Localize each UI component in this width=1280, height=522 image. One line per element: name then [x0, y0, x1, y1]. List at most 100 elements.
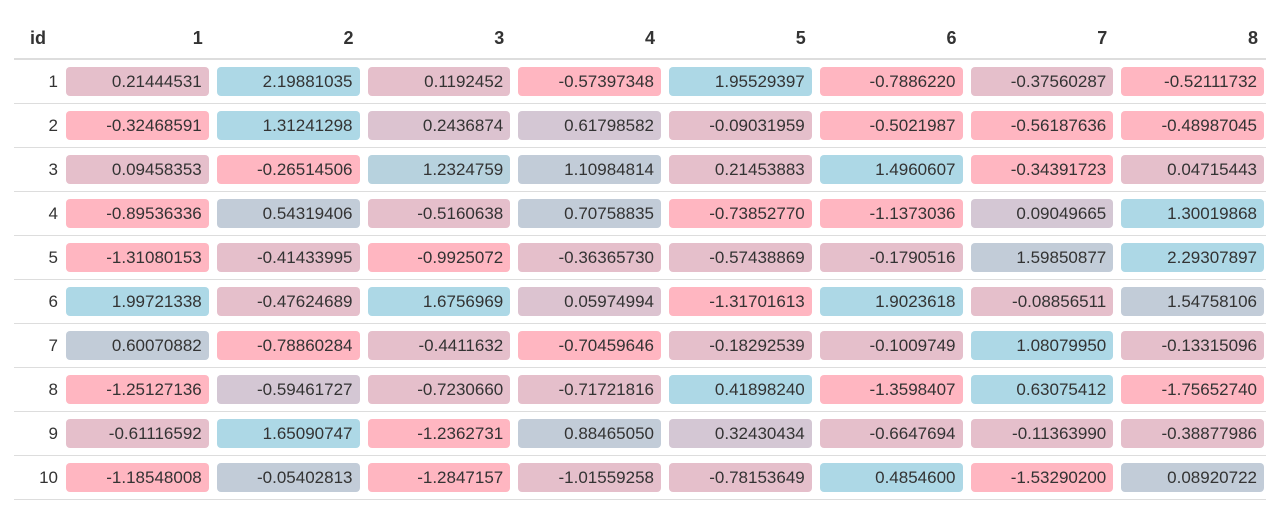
cell-value-badge: 1.9023618 [819, 287, 963, 316]
cell-value-badge: 2.19881035 [216, 67, 360, 96]
cell-value-badge: 0.70758835 [518, 199, 661, 228]
table-cell: 0.04715443 [1115, 147, 1266, 192]
table-cell: -1.31701613 [663, 279, 814, 324]
table-cell: 1.31241298 [210, 103, 362, 148]
cell-value-badge: -0.57397348 [518, 67, 661, 96]
table-row: 3 0.09458353 -0.26514506 1.2324759 1.1098481… [14, 147, 1266, 192]
column-header-4[interactable]: 4 [512, 18, 663, 60]
column-header-7[interactable]: 7 [964, 18, 1116, 60]
table-cell: -0.78153649 [663, 455, 814, 500]
row-id: 6 [14, 279, 60, 324]
cell-value-badge: -1.53290200 [970, 463, 1114, 492]
table-cell: 1.08079950 [964, 323, 1116, 368]
cell-value-badge: -1.1373036 [819, 199, 963, 228]
column-header-2[interactable]: 2 [210, 18, 362, 60]
cell-value-badge: 0.09049665 [970, 199, 1114, 228]
column-header-3[interactable]: 3 [361, 18, 513, 60]
table-body: 1 0.21444531 2.19881035 0.1192452 -0.5739734… [14, 59, 1266, 500]
cell-value-badge: 1.99721338 [66, 287, 209, 316]
table-cell: -0.41433995 [210, 235, 362, 280]
table-cell: 0.21453883 [663, 147, 814, 192]
table-cell: -0.59461727 [210, 367, 362, 412]
cell-value-badge: -0.4411632 [367, 331, 511, 360]
table-cell: -0.38877986 [1115, 411, 1266, 456]
cell-value-badge: -0.38877986 [1121, 419, 1264, 448]
table-cell: 0.88465050 [512, 411, 663, 456]
cell-value-badge: -0.09031959 [669, 111, 812, 140]
table-row: 6 1.99721338 -0.47624689 1.6756969 0.0597499… [14, 279, 1266, 324]
cell-value-badge: -0.89536336 [66, 199, 209, 228]
table-cell: -0.1009749 [813, 323, 965, 368]
cell-value-badge: -0.48987045 [1121, 111, 1264, 140]
cell-value-badge: 2.29307897 [1121, 243, 1264, 272]
column-header-6[interactable]: 6 [813, 18, 965, 60]
table-cell: -1.2362731 [361, 411, 513, 456]
cell-value-badge: -0.73852770 [669, 199, 812, 228]
table-cell: -0.4411632 [361, 323, 513, 368]
cell-value-badge: -0.78860284 [216, 331, 360, 360]
cell-value-badge: -0.57438869 [669, 243, 812, 272]
table-cell: 0.21444531 [60, 59, 211, 104]
table-cell: 1.95529397 [663, 59, 814, 104]
cell-value-badge: -0.5160638 [367, 199, 511, 228]
table-cell: -0.26514506 [210, 147, 362, 192]
cell-value-badge: 1.08079950 [970, 331, 1114, 360]
table-cell: -0.9925072 [361, 235, 513, 280]
table-cell: 1.59850877 [964, 235, 1116, 280]
row-id: 1 [14, 59, 60, 104]
table-cell: 1.30019868 [1115, 191, 1266, 236]
table-cell: -0.34391723 [964, 147, 1116, 192]
table-cell: 0.2436874 [361, 103, 513, 148]
row-id: 3 [14, 147, 60, 192]
row-id: 8 [14, 367, 60, 412]
cell-value-badge: 1.59850877 [970, 243, 1114, 272]
table-cell: -0.71721816 [512, 367, 663, 412]
table-cell: -0.11363990 [964, 411, 1116, 456]
cell-value-badge: -0.70459646 [518, 331, 661, 360]
table-cell: 0.32430434 [663, 411, 814, 456]
header-row: id 1 2 3 4 5 6 7 8 [14, 18, 1266, 60]
table-cell: -0.78860284 [210, 323, 362, 368]
cell-value-badge: 1.30019868 [1121, 199, 1264, 228]
column-header-8[interactable]: 8 [1115, 18, 1266, 60]
table-cell: 0.60070882 [60, 323, 211, 368]
table-cell: -1.75652740 [1115, 367, 1266, 412]
cell-value-badge: -0.11363990 [970, 419, 1114, 448]
table-cell: 1.99721338 [60, 279, 211, 324]
table-cell: -0.09031959 [663, 103, 814, 148]
cell-value-badge: -0.47624689 [216, 287, 360, 316]
row-id: 5 [14, 235, 60, 280]
table-row: 9 -0.61116592 1.65090747 -1.2362731 0.884650… [14, 411, 1266, 456]
cell-value-badge: 0.4854600 [819, 463, 963, 492]
cell-value-badge: -1.01559258 [518, 463, 661, 492]
cell-value-badge: -0.6647694 [819, 419, 963, 448]
cell-value-badge: 1.6756969 [367, 287, 511, 316]
table-cell: 0.09458353 [60, 147, 211, 192]
cell-value-badge: -0.1790516 [819, 243, 963, 272]
table-cell: 0.05974994 [512, 279, 663, 324]
cell-value-badge: -1.31701613 [669, 287, 812, 316]
cell-value-badge: 0.04715443 [1121, 155, 1264, 184]
cell-value-badge: 0.21444531 [66, 67, 209, 96]
column-header-1[interactable]: 1 [60, 18, 211, 60]
cell-value-badge: 0.61798582 [518, 111, 661, 140]
column-header-5[interactable]: 5 [663, 18, 814, 60]
cell-value-badge: 0.88465050 [518, 419, 661, 448]
cell-value-badge: -0.08856511 [970, 287, 1114, 316]
table-cell: -0.89536336 [60, 191, 211, 236]
table-cell: 1.65090747 [210, 411, 362, 456]
data-table: id 1 2 3 4 5 6 7 8 1 0.21444531 2.19881035… [14, 18, 1266, 500]
table-cell: 1.54758106 [1115, 279, 1266, 324]
table-cell: -0.36365730 [512, 235, 663, 280]
cell-value-badge: 1.95529397 [669, 67, 812, 96]
cell-value-badge: 0.08920722 [1121, 463, 1264, 492]
table-cell: -0.7886220 [813, 59, 965, 104]
table-row: 4 -0.89536336 0.54319406 -0.5160638 0.707588… [14, 191, 1266, 236]
column-header-id[interactable]: id [14, 18, 60, 60]
cell-value-badge: 0.21453883 [669, 155, 812, 184]
table-cell: -0.08856511 [964, 279, 1116, 324]
table-cell: 1.4960607 [813, 147, 965, 192]
table-cell: 0.70758835 [512, 191, 663, 236]
table-cell: -0.61116592 [60, 411, 211, 456]
cell-value-badge: 1.4960607 [819, 155, 963, 184]
